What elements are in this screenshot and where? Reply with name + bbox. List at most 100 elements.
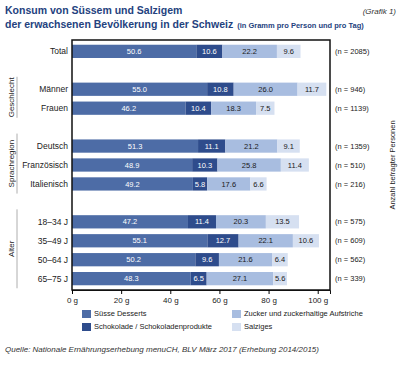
category-label: Deutsch [37, 141, 68, 151]
sample-size: (n = 1139) [335, 104, 369, 113]
sample-size: (n = 2085) [335, 47, 370, 56]
legend: Süsse Desserts Schokolade / Schokoladenpr… [82, 309, 363, 331]
group-bracket [17, 77, 18, 118]
bar [217, 158, 280, 171]
category-labels: TotalMännerFrauenDeutschFranzösischItali… [22, 46, 68, 283]
bar [281, 158, 309, 171]
data-label: 18.3 [226, 104, 241, 113]
bar [293, 234, 319, 247]
legend-label: Süsse Desserts [94, 309, 147, 318]
bar [277, 139, 299, 152]
series [72, 45, 207, 286]
tick-label: 20 g [114, 296, 130, 305]
group-label: Geschlecht [7, 77, 16, 118]
tick-mark [269, 290, 270, 294]
category-label: 65–75 J [38, 274, 68, 284]
bar [72, 272, 191, 285]
bar [72, 234, 207, 247]
tick-mark [121, 290, 122, 294]
data-label: 25.8 [242, 161, 257, 170]
data-label: 10.4 [191, 104, 206, 113]
data-label: 11.7 [305, 85, 319, 94]
legend-label: Zucker und zuckerhaltige Aufstriche [244, 309, 363, 318]
data-label: 27.1 [233, 274, 248, 283]
data-label: 26.0 [258, 85, 273, 94]
category-label: 18–34 J [38, 217, 68, 227]
data-labels: 50.655.046.251.348.949.247.255.150.248.3… [121, 47, 319, 283]
bar [207, 83, 234, 96]
data-label: 48.9 [125, 161, 140, 170]
legend-swatch [232, 310, 241, 318]
group-label: Sprachregion [7, 140, 16, 188]
bar [72, 177, 193, 190]
sample-size: (n = 609) [335, 236, 366, 245]
bar [211, 102, 256, 115]
data-label: 13.5 [275, 217, 290, 226]
data-label: 21.2 [244, 142, 259, 151]
data-label: 51.3 [128, 142, 143, 151]
figure-label: (Grafik 1) [363, 7, 397, 16]
data-label: 6.4 [275, 255, 285, 264]
data-label: 11.4 [195, 217, 209, 226]
bar [192, 158, 217, 171]
data-label: 12.7 [216, 236, 231, 245]
bar [298, 83, 327, 96]
bar [191, 272, 207, 285]
data-label: 48.3 [124, 274, 139, 283]
data-label: 50.2 [126, 255, 141, 264]
sample-size: (n = 1359) [335, 142, 370, 151]
sample-size: (n = 339) [335, 274, 366, 283]
x-axis: 0 g20 g40 g60 g80 g100 g [67, 290, 331, 305]
sample-size: (n = 562) [335, 255, 366, 264]
data-label: 10.6 [299, 236, 314, 245]
bar [72, 253, 195, 266]
legend-item: Schokolade / Schokoladenprodukte [82, 322, 212, 331]
bar [198, 139, 225, 152]
data-label: 17.6 [221, 180, 236, 189]
bars [72, 45, 326, 286]
tick: 100 g [308, 290, 328, 305]
data-label: 6.6 [253, 180, 263, 189]
category-label: 35–49 J [38, 236, 68, 246]
tick-label: 80 g [261, 296, 277, 305]
tick-mark [170, 290, 171, 294]
tick: 60 g [212, 290, 228, 305]
data-label: 50.6 [127, 47, 142, 56]
tick-label: 0 g [67, 296, 78, 305]
data-label: 9.6 [284, 47, 294, 56]
tick-mark [72, 290, 73, 294]
source: Quelle: Nationale Ernährungserhebung men… [5, 345, 319, 354]
bar [216, 215, 266, 228]
legend-label: Salziges [244, 322, 273, 331]
sample-sizes: (n = 2085) (n = 946) (n = 1139) (n = 1359) (… [335, 47, 370, 283]
bar [72, 83, 207, 96]
bar [193, 177, 207, 190]
data-label: 10.3 [198, 161, 213, 170]
category-label: Französisch [22, 160, 68, 170]
bar [72, 102, 186, 115]
sample-size: (n = 946) [335, 85, 366, 94]
data-label: 9.1 [283, 142, 293, 151]
data-label: 10.6 [202, 47, 217, 56]
bar [196, 45, 222, 58]
axis-line [73, 291, 331, 295]
tick: 20 g [114, 290, 130, 305]
category-label: Frauen [41, 103, 68, 113]
title: Konsum von Süssem und Salzigemder erwach… [5, 4, 233, 30]
category-label: Italienisch [30, 179, 68, 189]
sample-size: (n = 216) [335, 180, 366, 189]
data-label: 21.6 [238, 255, 253, 264]
legend-item: Zucker und zuckerhaltige Aufstriche [232, 309, 363, 318]
legend-item: Süsse Desserts [82, 309, 147, 318]
bar [72, 215, 188, 228]
bar [207, 234, 238, 247]
legend-swatch [82, 323, 91, 331]
data-label: 10.8 [213, 85, 228, 94]
bar [239, 234, 293, 247]
bar [256, 102, 274, 115]
bar [250, 177, 266, 190]
data-label: 46.2 [121, 104, 136, 113]
bar [207, 272, 274, 285]
data-label: 55.0 [132, 85, 147, 94]
data-label: 47.2 [123, 217, 138, 226]
